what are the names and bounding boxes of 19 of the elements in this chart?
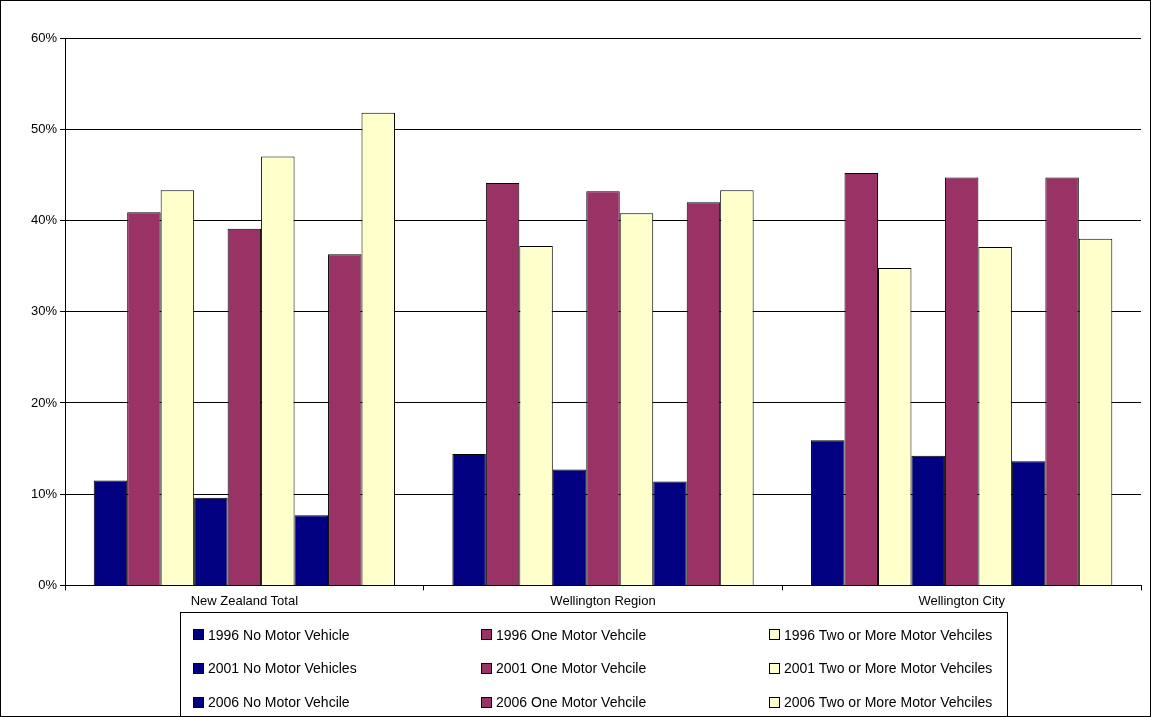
y-tick-label: 0% bbox=[38, 576, 58, 592]
x-tick-label: Wellington Region bbox=[550, 592, 656, 608]
legend-label: 2001 One Motor Vehcile bbox=[496, 660, 647, 677]
y-tick-label: 40% bbox=[30, 212, 58, 228]
legend-label: 2006 Two or More Motor Vehciles bbox=[784, 694, 993, 711]
y-tick-label: 10% bbox=[30, 485, 58, 501]
y-tick-label: 20% bbox=[30, 394, 58, 410]
legend-label: 2006 No Motor Vehcile bbox=[208, 694, 350, 711]
x-tick-label: New Zealand Total bbox=[190, 592, 299, 608]
legend-label: 1996 Two or More Motor Vehciles bbox=[784, 626, 993, 643]
legend-label: 2001 Two or More Motor Vehciles bbox=[784, 660, 993, 677]
legend-label: 2001 No Motor Vehicles bbox=[208, 660, 357, 677]
x-tick-label: Wellington City bbox=[918, 592, 1006, 608]
y-tick-label: 60% bbox=[30, 29, 58, 45]
y-tick-label: 30% bbox=[30, 303, 58, 319]
legend-label: 2006 One Motor Vehcile bbox=[496, 694, 647, 711]
legend-label: 1996 One Motor Vehcile bbox=[496, 626, 647, 643]
y-tick-label: 50% bbox=[30, 120, 58, 136]
legend-label: 1996 No Motor Vehicle bbox=[208, 626, 350, 643]
